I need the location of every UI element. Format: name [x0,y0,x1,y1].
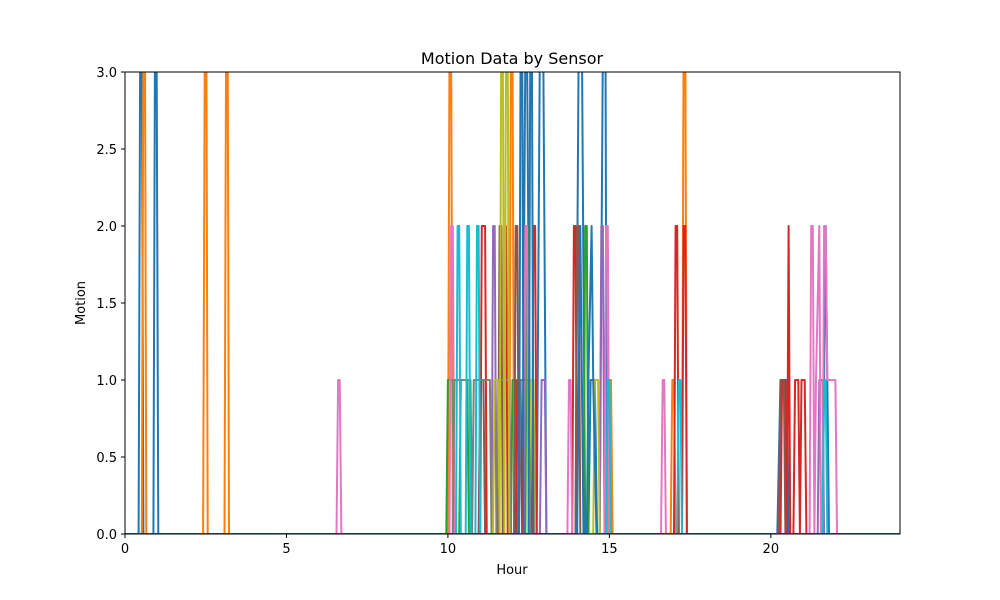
y-axis-label: Motion [74,281,89,325]
x-tick-label: 10 [440,542,457,557]
y-tick-label: 2.5 [96,143,117,158]
series-line-6 [125,225,900,534]
x-tick-label: 5 [282,542,290,557]
x-axis-label: Hour [496,563,528,578]
x-tick-label: 15 [601,542,618,557]
x-axis: 0 5 10 15 20 [121,534,779,557]
series-layer [125,72,900,534]
x-tick-label: 0 [121,542,129,557]
x-tick-label: 20 [763,542,780,557]
chart-title: Motion Data by Sensor [421,49,604,68]
y-tick-label: 0.5 [96,451,117,466]
y-tick-label: 3.0 [96,66,117,81]
series-line-11 [125,72,900,534]
y-tick-label: 0.0 [96,528,117,543]
y-tick-label: 2.0 [96,220,117,235]
y-tick-label: 1.0 [96,374,117,389]
y-tick-label: 1.5 [96,297,117,312]
y-axis: 0.0 0.5 1.0 1.5 2.0 2.5 3.0 [96,66,125,543]
